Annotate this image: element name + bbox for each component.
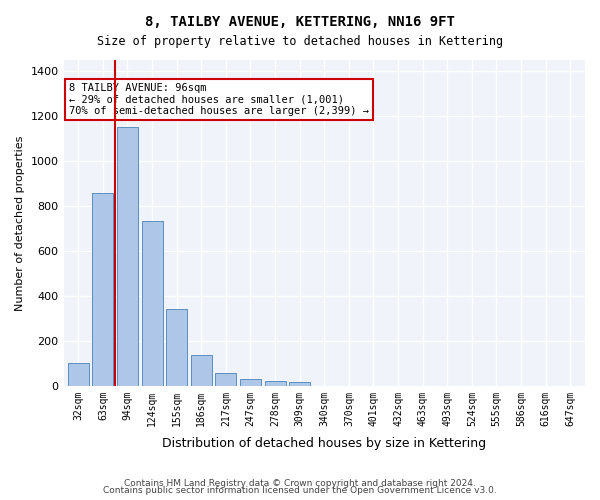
Bar	[117, 128, 138, 386]
Bar	[240, 379, 261, 386]
Text: Contains public sector information licensed under the Open Government Licence v3: Contains public sector information licen…	[103, 486, 497, 495]
Text: 8, TAILBY AVENUE, KETTERING, NN16 9FT: 8, TAILBY AVENUE, KETTERING, NN16 9FT	[145, 15, 455, 29]
Bar	[166, 310, 187, 386]
Bar	[191, 356, 212, 386]
Text: Contains HM Land Registry data © Crown copyright and database right 2024.: Contains HM Land Registry data © Crown c…	[124, 478, 476, 488]
Bar	[92, 192, 113, 386]
Bar	[68, 364, 89, 386]
Y-axis label: Number of detached properties: Number of detached properties	[15, 135, 25, 310]
Bar	[142, 220, 163, 386]
Bar	[265, 381, 286, 386]
Text: 8 TAILBY AVENUE: 96sqm
← 29% of detached houses are smaller (1,001)
70% of semi-: 8 TAILBY AVENUE: 96sqm ← 29% of detached…	[69, 83, 369, 116]
X-axis label: Distribution of detached houses by size in Kettering: Distribution of detached houses by size …	[162, 437, 487, 450]
Text: Size of property relative to detached houses in Kettering: Size of property relative to detached ho…	[97, 35, 503, 48]
Bar	[215, 374, 236, 386]
Bar	[289, 382, 310, 386]
